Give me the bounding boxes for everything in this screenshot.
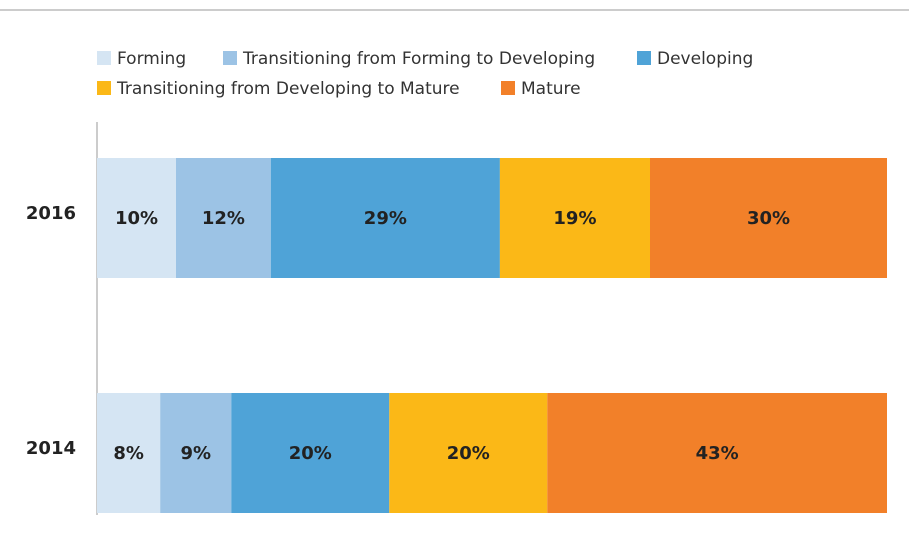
bar-segment	[547, 393, 887, 513]
legend-label: Transitioning from Developing to Mature	[116, 79, 460, 99]
bar-segment	[97, 393, 161, 513]
legend-swatch	[501, 81, 515, 95]
legend-label: Forming	[117, 49, 186, 69]
bar-segment	[97, 158, 176, 278]
data-label: 30%	[747, 208, 790, 229]
bar-segment	[160, 393, 232, 513]
legend-swatch	[637, 51, 651, 65]
category-label: 2014	[26, 438, 76, 459]
data-label: 10%	[115, 208, 158, 229]
data-label: 19%	[553, 208, 596, 229]
bar-segment	[231, 393, 390, 513]
bar-segment	[499, 158, 650, 278]
legend-swatch	[223, 51, 237, 65]
legend-label: Developing	[657, 49, 753, 69]
legend-swatch	[97, 81, 111, 95]
data-label: 8%	[113, 443, 144, 464]
bar-segment	[650, 158, 887, 278]
bar-segment	[176, 158, 271, 278]
bar-segment	[389, 393, 548, 513]
data-label: 29%	[364, 208, 407, 229]
data-label: 12%	[202, 208, 245, 229]
data-label: 20%	[289, 443, 332, 464]
data-label: 20%	[447, 443, 490, 464]
data-label: 43%	[696, 443, 739, 464]
bar-segment	[270, 158, 500, 278]
legend-label: Mature	[521, 79, 581, 99]
category-label: 2016	[26, 203, 76, 224]
data-label: 9%	[180, 443, 211, 464]
legend-swatch	[97, 51, 111, 65]
legend-label: Transitioning from Forming to Developing	[242, 49, 595, 69]
